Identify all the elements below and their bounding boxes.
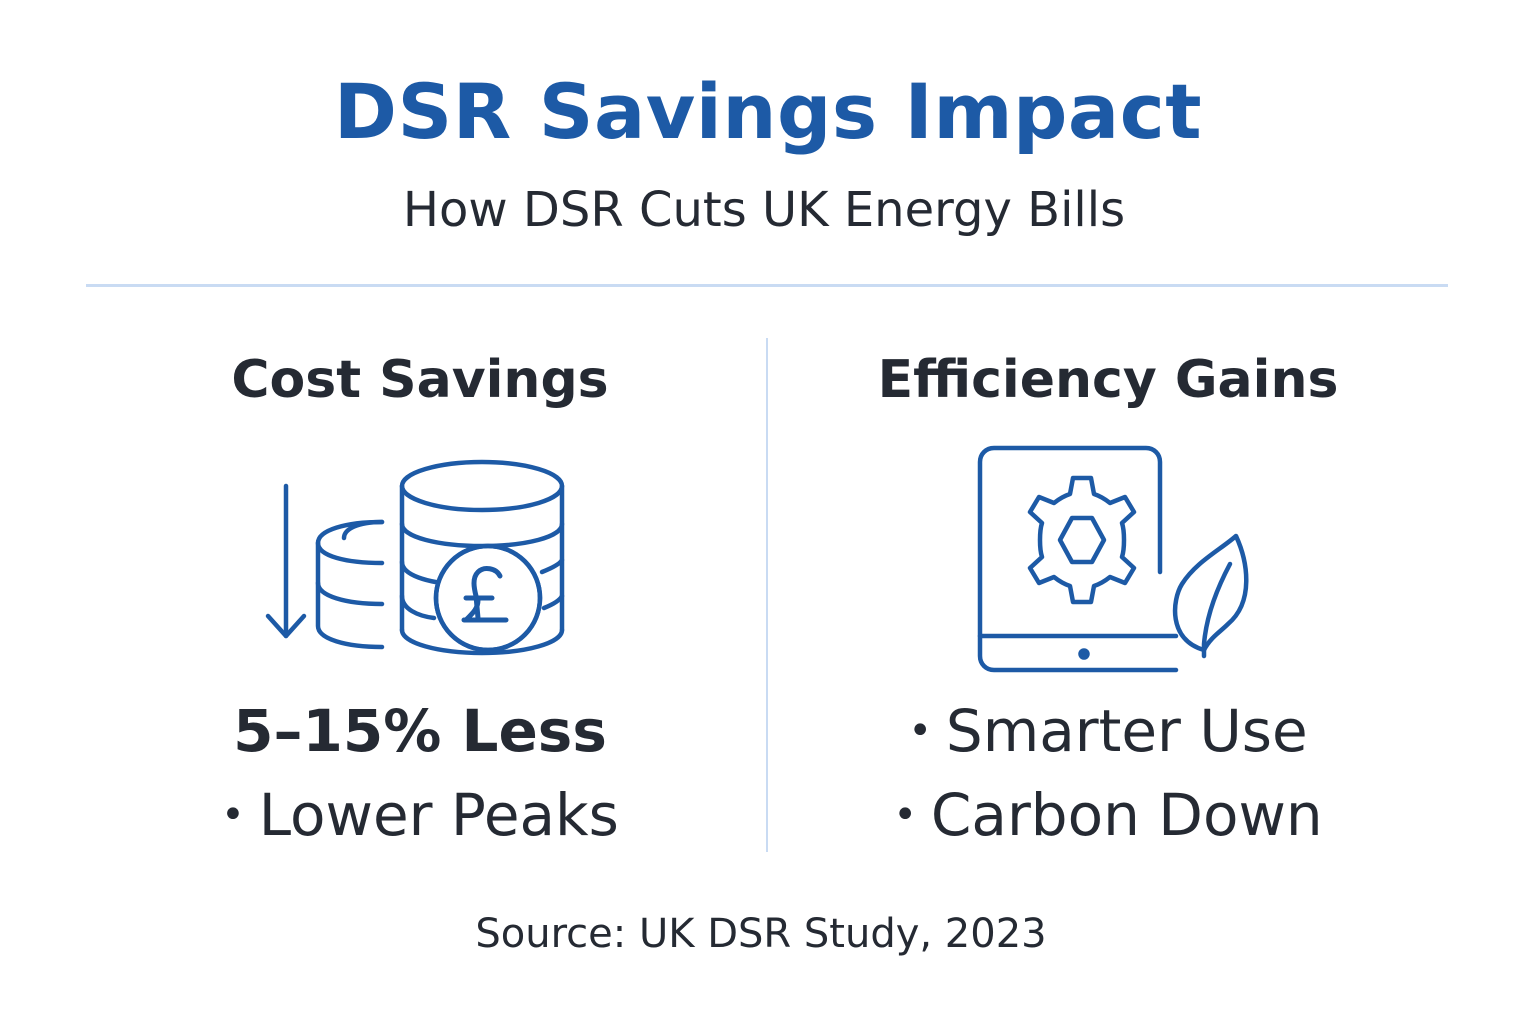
lower-peaks-bullet: • Lower Peaks: [120, 780, 720, 854]
bullet-dot-icon: •: [908, 707, 932, 754]
down-arrow-icon: [265, 483, 307, 639]
cost-savings-heading: Cost Savings: [231, 350, 609, 410]
smarter-use-text: Smarter Use: [945, 697, 1308, 765]
page-title: DSR Savings Impact: [333, 67, 1203, 156]
source-citation: Source: UK DSR Study, 2023: [475, 911, 1047, 957]
small-coin-stack-icon: [315, 519, 385, 650]
smarter-use-bullet: • Smarter Use: [808, 696, 1408, 770]
efficiency-gains-column: Efficiency Gains: [808, 340, 1408, 849]
leaf-icon: [1172, 533, 1249, 659]
pound-coin-icon: [433, 543, 543, 653]
page-subtitle: How DSR Cuts UK Energy Bills: [402, 182, 1126, 238]
coin-stack-pound-icon: [120, 450, 720, 690]
lower-peaks-text: Lower Peaks: [258, 781, 619, 849]
header-divider: [86, 284, 1448, 287]
gear-icon: [1027, 475, 1137, 605]
carbon-down-text: Carbon Down: [930, 781, 1323, 849]
efficiency-gains-heading: Efficiency Gains: [877, 350, 1339, 410]
bullet-dot-icon: •: [221, 791, 245, 838]
tablet-gear-leaf-icon: [808, 444, 1408, 684]
savings-range-stat: 5–15% Less: [233, 697, 607, 765]
large-coin-stack-icon: [399, 459, 565, 656]
cost-savings-column: Cost Savings: [120, 340, 720, 849]
bullet-dot-icon: •: [893, 791, 917, 838]
tablet-icon: [977, 445, 1179, 673]
column-divider: [766, 338, 768, 852]
carbon-down-bullet: • Carbon Down: [808, 780, 1408, 854]
